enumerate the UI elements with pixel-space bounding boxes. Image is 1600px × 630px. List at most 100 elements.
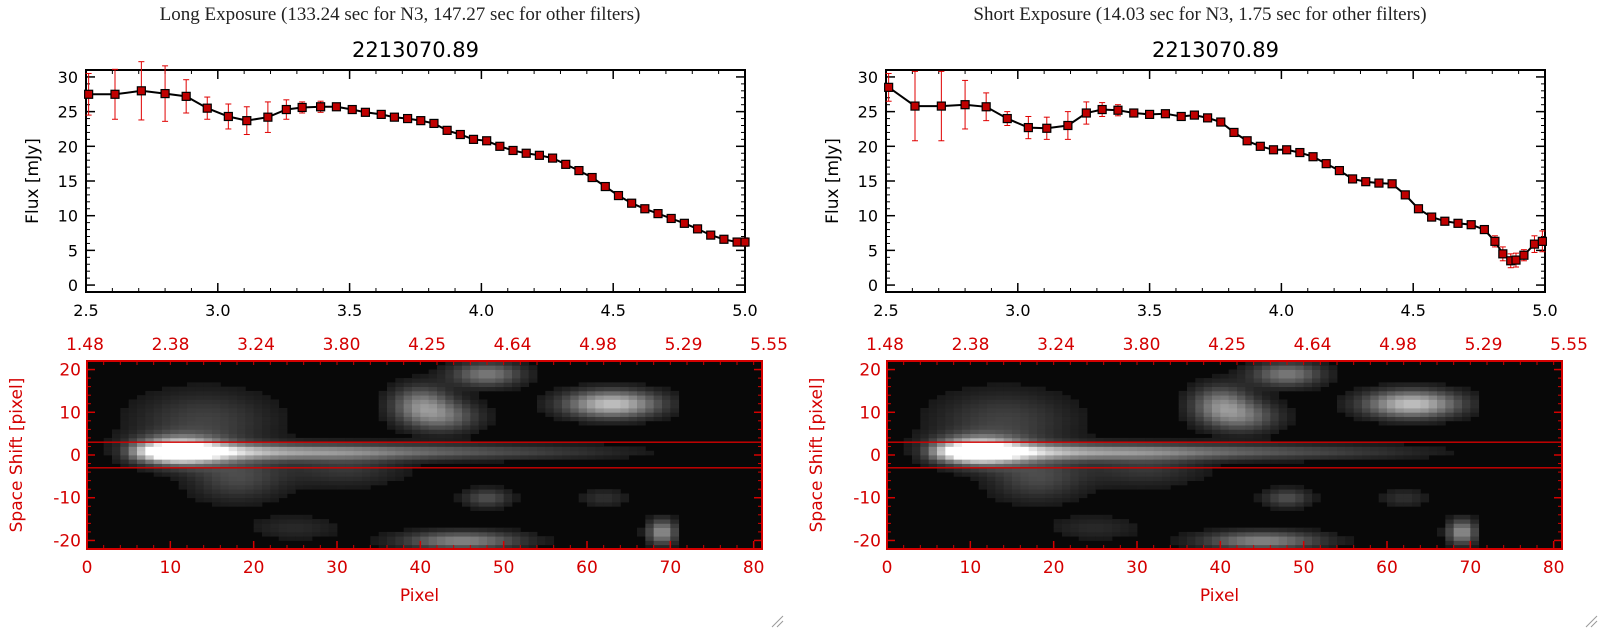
image-pixel [595, 489, 605, 494]
image-pixel [945, 399, 955, 405]
image-pixel [228, 497, 238, 503]
image-pixel [445, 378, 455, 383]
image-pixel [412, 386, 421, 392]
image-pixel [1412, 412, 1421, 417]
image-pixel [1287, 386, 1296, 392]
image-pixel [1028, 502, 1038, 507]
image-pixel [1128, 480, 1138, 486]
image-pixel [412, 412, 421, 417]
image-pixel [195, 489, 205, 494]
image-pixel [437, 531, 446, 537]
image-pixel [1120, 450, 1130, 456]
image-pixel [178, 412, 188, 417]
image-pixel [478, 497, 488, 503]
image-pixel [970, 455, 980, 460]
image-pixel [503, 446, 513, 452]
image-pixel [1295, 502, 1305, 507]
image-pixel [978, 472, 988, 477]
image-pixel [1287, 459, 1296, 464]
image-pixel [645, 540, 655, 546]
image-pixel [1103, 463, 1113, 469]
image-pixel [445, 429, 455, 435]
image-pixel [1303, 531, 1313, 537]
image-pixel [495, 382, 505, 388]
image-pixel [470, 395, 480, 400]
image-pixel [1412, 416, 1421, 422]
image-pixel [612, 493, 621, 499]
image-pixel [178, 467, 188, 473]
image-pixel [295, 459, 305, 464]
image-pixel [353, 442, 363, 447]
image-pixel [312, 523, 321, 529]
image-pixel [462, 502, 471, 507]
image-pixel [1287, 455, 1296, 460]
image-pixel [1178, 390, 1188, 396]
image-pixel [1353, 408, 1363, 413]
image-pixel [1278, 527, 1288, 533]
image-pixel [303, 519, 313, 524]
image-pixel [970, 395, 980, 400]
image-pixel [253, 467, 263, 473]
image-pixel [1087, 442, 1096, 447]
image-pixel [520, 373, 530, 379]
image-pixel [637, 382, 646, 388]
image-pixel [1045, 455, 1055, 460]
image-pixel [1203, 463, 1213, 469]
image-pixel [1003, 467, 1013, 473]
image-pixel [995, 467, 1005, 473]
image-pixel [178, 455, 188, 460]
image-pixel [1037, 425, 1046, 430]
image-pixel [1203, 395, 1213, 400]
image-pixel [1412, 420, 1421, 426]
data-point [574, 165, 584, 176]
resize-grip-icon[interactable] [1584, 614, 1598, 628]
image-pixel [270, 459, 280, 464]
image-pixel [1312, 536, 1321, 541]
resize-grip-icon[interactable] [770, 614, 784, 628]
image-pixel [1187, 467, 1196, 473]
image-pixel [1037, 433, 1046, 439]
image-pixel [1178, 480, 1188, 486]
image-pixel [1195, 408, 1205, 413]
image-pixel [603, 502, 613, 507]
image-pixel [470, 455, 480, 460]
image-pixel [978, 459, 988, 464]
image-pixel [1395, 416, 1405, 422]
image-pixel [1270, 502, 1280, 507]
image-pixel [420, 378, 430, 383]
image-pixel [170, 459, 180, 464]
image-pixel [187, 442, 196, 447]
image-pixel [270, 433, 280, 439]
image-pixel [612, 412, 621, 417]
image-pixel [962, 429, 971, 435]
image-pixel [512, 455, 521, 460]
data-point [1229, 127, 1239, 138]
image-pixel [278, 467, 288, 473]
image-pixel [453, 408, 463, 413]
image-pixel [937, 408, 946, 413]
image-pixel [170, 395, 180, 400]
x-tick-label: 60 [1376, 558, 1398, 578]
image-pixel [1003, 472, 1013, 477]
image-pixel [270, 455, 280, 460]
image-pixel [278, 527, 288, 533]
image-pixel [1203, 382, 1213, 388]
image-pixel [187, 463, 196, 469]
image-pixel [495, 527, 505, 533]
data-point [223, 111, 233, 122]
data-point [1400, 190, 1410, 200]
data-point [719, 234, 729, 244]
image-pixel [470, 390, 480, 396]
image-pixel [1120, 472, 1130, 477]
image-pixel [1428, 395, 1438, 400]
image-pixel [1295, 540, 1305, 546]
image-pixel [153, 446, 163, 452]
image-pixel [478, 416, 488, 422]
image-pixel [1037, 442, 1046, 447]
image-pixel [1303, 373, 1313, 379]
image-pixel [320, 450, 330, 456]
image-pixel [1070, 408, 1080, 413]
image-pixel [1228, 429, 1238, 435]
image-pixel [1278, 493, 1288, 499]
image-pixel [537, 450, 546, 456]
